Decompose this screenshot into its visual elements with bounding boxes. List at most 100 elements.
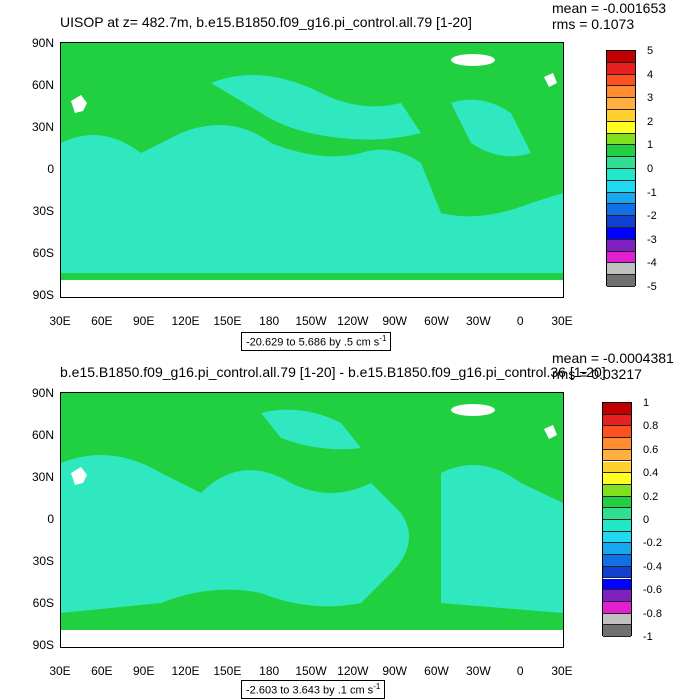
colorbar-swatch xyxy=(607,74,635,87)
colorbar-swatch xyxy=(603,520,631,532)
p2-lon-12: 30E xyxy=(551,664,573,678)
p2-lon-1: 60E xyxy=(91,664,113,678)
colorbar-label: 4 xyxy=(647,68,654,81)
colorbar-label: 0.2 xyxy=(643,490,659,503)
p1-lat-60n: 60N xyxy=(31,78,54,92)
p1-lon-2: 90E xyxy=(132,314,155,328)
colorbar-label: -0.4 xyxy=(643,560,662,573)
panel-2-range-exp: -1 xyxy=(373,682,381,691)
colorbar-label: 5 xyxy=(647,45,654,57)
p2-lon-7: 120W xyxy=(337,664,369,678)
colorbar-swatch xyxy=(603,449,631,462)
colorbar-swatch xyxy=(607,51,635,63)
p1-lon-8: 90W xyxy=(382,314,407,328)
colorbar-swatch xyxy=(603,543,631,556)
antarctic-missing xyxy=(61,630,563,647)
colorbar-swatch xyxy=(603,473,631,485)
colorbar-swatch xyxy=(603,414,631,427)
p1-lon-0: 30E xyxy=(49,314,71,328)
colorbar-label: -4 xyxy=(647,257,657,270)
p1-lon-3: 120E xyxy=(171,314,200,328)
p2-lat-60n: 60N xyxy=(31,428,54,442)
colorbar-label: -0.2 xyxy=(643,537,662,550)
colorbar-swatch xyxy=(607,263,635,276)
colorbar-label: 0.8 xyxy=(643,420,659,433)
p1-lon-10: 30W xyxy=(465,314,491,328)
colorbar-swatch xyxy=(607,239,635,252)
panel-1-title: UISOP at z= 482.7m, b.e15.B1850.f09_g16.… xyxy=(60,14,472,30)
colorbar-label: 0.4 xyxy=(643,467,659,480)
panel-2-colorbar: 1 0.8 0.6 0.4 0.2 0 -0.2 -0.4 -0.6 -0.8 -1 xyxy=(602,397,662,643)
p2-lat-30s: 30S xyxy=(32,554,54,568)
p1-lat-30n: 30N xyxy=(31,120,54,134)
p2-lon-10: 30W xyxy=(465,664,491,678)
panel-1-mean: mean = -0.001653 xyxy=(552,0,667,16)
ocean-patches xyxy=(61,409,563,613)
colorbar-swatch xyxy=(603,578,631,591)
colorbar-label: -3 xyxy=(647,233,657,246)
colorbar-swatch xyxy=(603,403,631,415)
colorbar-swatch xyxy=(603,601,631,614)
p2-lat-0: 0 xyxy=(47,512,54,526)
colorbar-label: -0.6 xyxy=(643,584,662,597)
greenland-missing xyxy=(451,404,495,416)
panel-1-map xyxy=(60,42,564,298)
colorbar-swatch xyxy=(607,216,635,228)
colorbar-swatch xyxy=(603,508,631,520)
p2-lon-0: 30E xyxy=(49,664,71,678)
p2-lon-11: 0 xyxy=(516,664,524,678)
p1-lat-90s: 90S xyxy=(32,288,54,302)
p2-lon-4: 150E xyxy=(213,664,242,678)
colorbar-swatch xyxy=(607,133,635,146)
p1-lon-5: 180 xyxy=(259,314,280,328)
colorbar-swatch xyxy=(607,180,635,193)
colorbar-swatch xyxy=(603,590,631,602)
p1-lon-6: 150W xyxy=(295,314,327,328)
colorbar-swatch xyxy=(607,86,635,99)
colorbar-label: -0.8 xyxy=(643,607,662,620)
panel-2-range-text: -2.603 to 3.643 by .1 cm s xyxy=(246,684,374,697)
colorbar-swatch xyxy=(607,204,635,217)
p2-lon-2: 90E xyxy=(132,664,155,678)
p1-lon-7: 120W xyxy=(337,314,369,328)
colorbar-label: -2 xyxy=(647,210,657,223)
colorbar-swatch xyxy=(603,426,631,439)
p1-lat-0: 0 xyxy=(47,162,54,176)
p2-lat-90n: 90N xyxy=(31,386,54,400)
greenland-missing xyxy=(451,54,495,66)
panel-1-rms: rms = 0.1073 xyxy=(552,16,635,32)
colorbar-swatch xyxy=(607,251,635,264)
p1-lat-60s: 60S xyxy=(32,246,54,260)
panel-2-map xyxy=(60,392,564,648)
p2-lat-90s: 90S xyxy=(32,638,54,652)
colorbar-swatch xyxy=(603,461,631,474)
p1-lat-90n: 90N xyxy=(31,36,54,50)
p1-lon-12: 30E xyxy=(551,314,573,328)
colorbar-swatch xyxy=(607,275,635,287)
colorbar-label: 1 xyxy=(643,397,650,409)
p1-lat-30s: 30S xyxy=(32,204,54,218)
colorbar-swatch xyxy=(607,228,635,240)
p2-lat-30n: 30N xyxy=(31,470,54,484)
p2-lat-60s: 60S xyxy=(32,596,54,610)
ocean-patches xyxy=(61,75,563,273)
panel-1-range-exp: -1 xyxy=(379,334,387,343)
colorbar-swatch xyxy=(603,438,631,450)
p2-lon-8: 90W xyxy=(382,664,407,678)
colorbar-swatch xyxy=(607,145,635,158)
colorbar-swatch xyxy=(607,192,635,205)
colorbar-label: 0.6 xyxy=(643,443,659,456)
p2-lon-6: 150W xyxy=(295,664,327,678)
colorbar-label: -5 xyxy=(647,281,657,293)
p1-lon-4: 150E xyxy=(213,314,242,328)
colorbar-swatch xyxy=(607,98,635,110)
caspian-missing xyxy=(71,95,87,113)
p2-lon-5: 180 xyxy=(259,664,280,678)
panel-1-map-svg xyxy=(61,43,563,297)
colorbar-label: 1 xyxy=(647,139,654,152)
colorbar-label: 3 xyxy=(647,92,654,105)
panel-2-title: b.e15.B1850.f09_g16.pi_control.all.79 [1… xyxy=(60,364,606,380)
panel-2-map-svg xyxy=(61,393,563,647)
colorbar-swatch xyxy=(607,157,635,169)
antarctic-missing xyxy=(61,280,563,297)
